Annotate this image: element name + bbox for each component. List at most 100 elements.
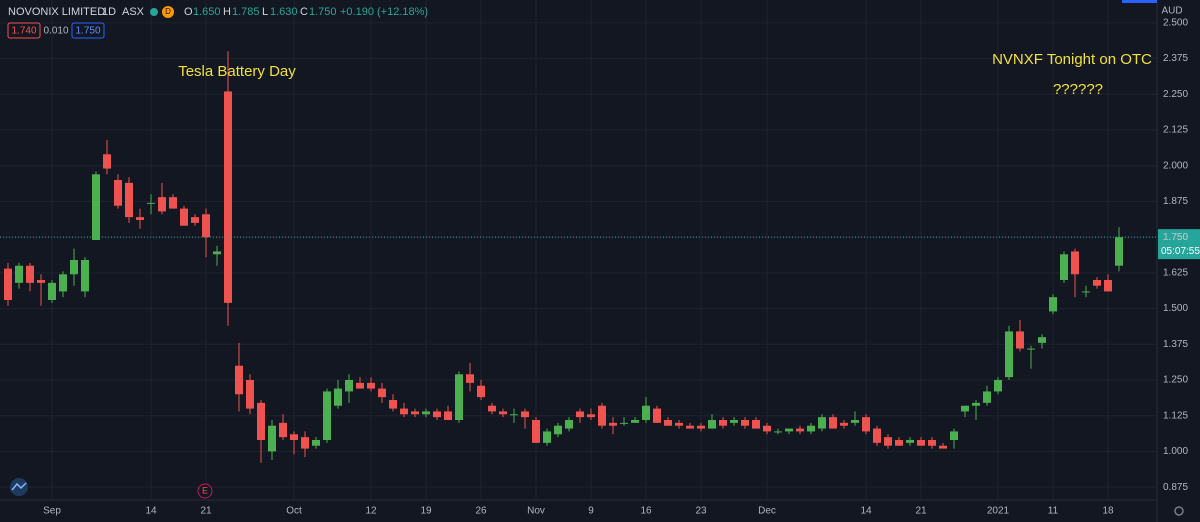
candle-body (730, 420, 738, 423)
candle-body (631, 420, 639, 423)
candle-body (972, 402, 980, 406)
candle-body (851, 420, 859, 423)
logo-icon (11, 482, 27, 491)
candle-body (1038, 337, 1046, 343)
ask: 1.750 (75, 26, 100, 37)
symbol: NOVONIX LIMITED (8, 6, 105, 18)
candle-body (598, 405, 606, 426)
candle-body (246, 380, 254, 409)
candle-body (411, 411, 419, 415)
y-tick-label: 2.375 (1163, 53, 1188, 64)
candle-body (873, 428, 881, 443)
open-value: 1.650 (193, 6, 221, 18)
candle-body (565, 420, 573, 429)
candle-body (169, 197, 177, 209)
y-tick-label: 1.125 (1163, 410, 1188, 421)
interval: 1D (102, 6, 116, 18)
candle-body (1049, 297, 1057, 312)
candle-body (37, 280, 45, 283)
candle-body (1071, 251, 1079, 275)
high-key: H (223, 6, 231, 18)
candle-body (1115, 237, 1123, 266)
badge: D (165, 7, 171, 16)
candle-body (125, 182, 133, 218)
candle-body (521, 411, 529, 418)
y-tick-label: 1.625 (1163, 267, 1188, 278)
last-price-label: 1.750 (1163, 232, 1188, 243)
candle-body (400, 408, 408, 415)
y-tick-label: 1.875 (1163, 196, 1188, 207)
x-tick-label: 16 (640, 506, 652, 517)
candle-body (862, 417, 870, 432)
x-tick-label: Nov (527, 506, 545, 517)
ask-box[interactable] (71, 22, 105, 39)
candle-body (367, 382, 375, 389)
candle-body (191, 217, 199, 223)
candle-body (147, 202, 155, 204)
candle-body (752, 420, 760, 429)
annotation: Tesla Battery Day (178, 63, 296, 80)
candle-body (609, 422, 617, 426)
candle-body (620, 422, 628, 424)
candle-body (510, 414, 518, 416)
candle-body (334, 388, 342, 406)
candle-body (235, 365, 243, 395)
candle-body (840, 422, 848, 426)
candle-body (675, 422, 683, 426)
candle-body (356, 382, 364, 389)
x-tick-label: Dec (758, 506, 776, 517)
candle-body (15, 265, 23, 283)
candle-body (785, 428, 793, 432)
candle-body (389, 400, 397, 409)
candle-body (4, 268, 12, 300)
x-tick-label: 26 (475, 506, 487, 517)
bid: 1.740 (11, 26, 36, 37)
candle-body (290, 434, 298, 440)
exchange: ASX (122, 6, 145, 18)
candle-body (103, 154, 111, 169)
candle-body (70, 260, 78, 275)
candle-body (554, 425, 562, 435)
candle-body (477, 385, 485, 398)
candle-body (81, 260, 89, 292)
candle-body (950, 431, 958, 440)
candle-body (642, 405, 650, 420)
x-tick-label: 2021 (987, 506, 1010, 517)
settings[interactable] (1174, 506, 1184, 516)
x-tick-label: 12 (365, 506, 377, 517)
event-marker[interactable] (197, 483, 213, 499)
y-tick-label: 1.500 (1163, 303, 1188, 314)
y-tick-label: 1.750 (1163, 232, 1188, 243)
candle-body (136, 217, 144, 220)
candle-body (697, 425, 705, 429)
countdown: 05:07:55 (1161, 246, 1200, 257)
candle-body (488, 405, 496, 412)
candle-body (455, 374, 463, 420)
x-tick-label: 11 (1048, 506, 1059, 517)
candle-body (587, 414, 595, 418)
currency: AUD (1161, 6, 1182, 17)
candle-body (774, 431, 782, 433)
y-tick-label: 1.000 (1163, 446, 1188, 457)
badge-bg (162, 6, 174, 18)
candle-body (1027, 348, 1035, 350)
open-key: O (184, 6, 193, 18)
candle-body (1060, 254, 1068, 280)
candle-body (444, 411, 452, 420)
price-labels: 1.750 05:07:55 (0, 229, 1200, 260)
y-tick-label: 2.500 (1163, 17, 1188, 28)
bid-box[interactable] (7, 22, 41, 39)
candle-body (158, 197, 166, 212)
x-tick-label: 9 (588, 506, 594, 517)
toolbar-accent (1122, 0, 1157, 3)
annotation: ?????? (1053, 81, 1103, 98)
x-tick-label: Sep (43, 506, 61, 517)
candle-body (323, 391, 331, 440)
y-tick-label: 2.000 (1163, 160, 1188, 171)
candle-body (818, 417, 826, 429)
candles (4, 51, 1123, 463)
candle-body (796, 428, 804, 432)
status-dot (150, 8, 158, 16)
candle-body (378, 388, 386, 398)
